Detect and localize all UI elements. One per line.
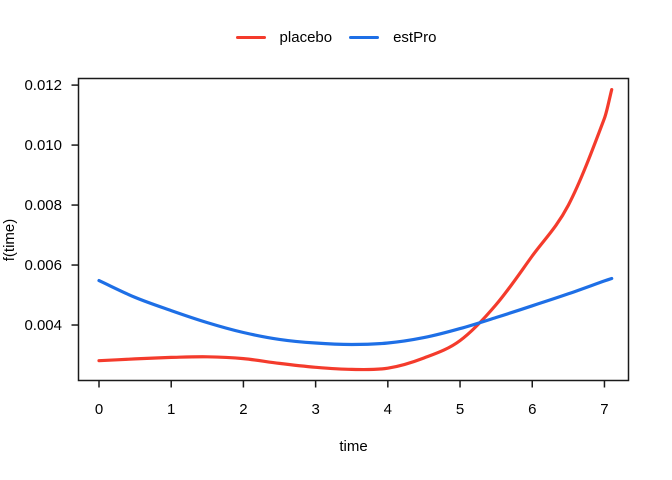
x-axis-title: time xyxy=(339,438,367,455)
x-tick-label: 2 xyxy=(239,401,247,418)
y-tick-label: 0.006 xyxy=(24,257,62,274)
x-tick-label: 3 xyxy=(311,401,319,418)
x-tick-label: 6 xyxy=(528,401,536,418)
legend-item-placebo: placebo xyxy=(235,29,333,46)
series-line-estPro xyxy=(97,276,614,347)
legend-line-swatch-placebo xyxy=(235,35,266,40)
y-axis-title: f(time) xyxy=(1,219,18,262)
legend-item-estPro: estPro xyxy=(349,29,436,46)
y-tick-label: 0.008 xyxy=(24,197,62,214)
x-tick-label: 5 xyxy=(456,401,464,418)
plot-box xyxy=(77,77,630,382)
x-tick-label: 1 xyxy=(167,401,175,418)
y-tick-label: 0.010 xyxy=(24,137,62,154)
x-tick-label: 4 xyxy=(384,401,392,418)
legend-line-swatch-estPro xyxy=(349,35,380,40)
x-tick-label: 0 xyxy=(95,401,103,418)
chart-legend: placebo estPro xyxy=(0,29,672,46)
legend-label-placebo: placebo xyxy=(279,29,333,46)
y-tick-label: 0.004 xyxy=(24,317,62,334)
legend-label-estPro: estPro xyxy=(393,29,437,46)
series-line-placebo xyxy=(97,88,614,372)
x-tick-label: 7 xyxy=(600,401,608,418)
y-tick-label: 0.012 xyxy=(24,77,62,94)
